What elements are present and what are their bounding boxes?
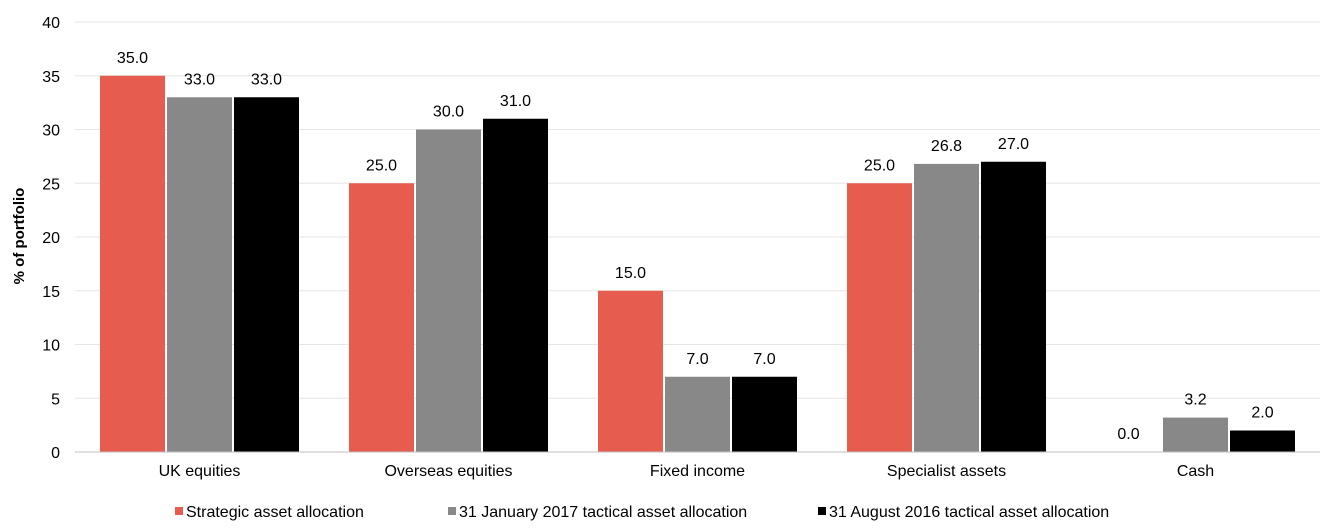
bar — [483, 118, 548, 452]
data-label: 25.0 — [366, 157, 397, 174]
x-category-label: Cash — [1177, 463, 1214, 480]
bar — [598, 290, 663, 452]
y-axis-title: % of portfolio — [11, 188, 28, 285]
data-label: 7.0 — [753, 351, 775, 368]
legend-label: Strategic asset allocation — [186, 504, 364, 521]
data-label: 2.0 — [1251, 405, 1273, 422]
data-label: 15.0 — [615, 265, 646, 282]
x-category-label: Specialist assets — [887, 463, 1006, 480]
x-axis-categories: UK equities Overseas equities Fixed income… — [159, 463, 1215, 480]
bar — [416, 129, 481, 452]
y-tick-label: 10 — [42, 338, 60, 355]
y-tick-label: 0 — [51, 445, 60, 462]
y-tick-label: 40 — [42, 15, 60, 32]
bar — [100, 75, 165, 452]
data-label: 26.8 — [931, 138, 962, 155]
data-label: 7.0 — [686, 351, 708, 368]
legend-label: 31 January 2017 tactical asset allocatio… — [459, 504, 747, 521]
data-label: 0.0 — [1117, 426, 1139, 443]
bar — [665, 376, 730, 452]
bar — [914, 163, 979, 452]
data-label: 25.0 — [864, 157, 895, 174]
bar — [1230, 430, 1295, 452]
legend: Strategic asset allocation 31 January 201… — [175, 504, 1109, 521]
data-label: 27.0 — [998, 136, 1029, 153]
bar — [981, 161, 1046, 452]
x-category-label: Fixed income — [650, 463, 745, 480]
data-label: 30.0 — [433, 104, 464, 121]
y-axis-ticks: 0 5 10 15 20 25 30 35 40 — [42, 15, 60, 462]
data-label: 35.0 — [117, 50, 148, 67]
y-tick-label: 15 — [42, 284, 60, 301]
legend-label: 31 August 2016 tactical asset allocation — [829, 504, 1109, 521]
bars — [100, 75, 1295, 452]
y-tick-label: 30 — [42, 123, 60, 140]
y-tick-label: 20 — [42, 230, 60, 247]
legend-swatch — [448, 507, 456, 515]
bar — [732, 376, 797, 452]
bar — [167, 97, 232, 452]
legend-swatch — [175, 507, 183, 515]
y-tick-label: 25 — [42, 176, 60, 193]
data-label: 31.0 — [500, 93, 531, 110]
data-label: 33.0 — [184, 71, 215, 88]
bar — [847, 183, 912, 452]
data-labels: 35.0 33.0 33.0 25.0 30.0 31.0 15.0 7.0 7.0 25.0 26… — [117, 50, 1274, 443]
bar — [234, 97, 299, 452]
y-tick-label: 35 — [42, 69, 60, 86]
data-label: 3.2 — [1184, 392, 1206, 409]
x-category-label: Overseas equities — [384, 463, 512, 480]
data-label: 33.0 — [251, 71, 282, 88]
x-category-label: UK equities — [159, 463, 241, 480]
bar — [349, 183, 414, 452]
legend-swatch — [818, 507, 826, 515]
bar — [1163, 417, 1228, 452]
y-tick-label: 5 — [51, 391, 60, 408]
